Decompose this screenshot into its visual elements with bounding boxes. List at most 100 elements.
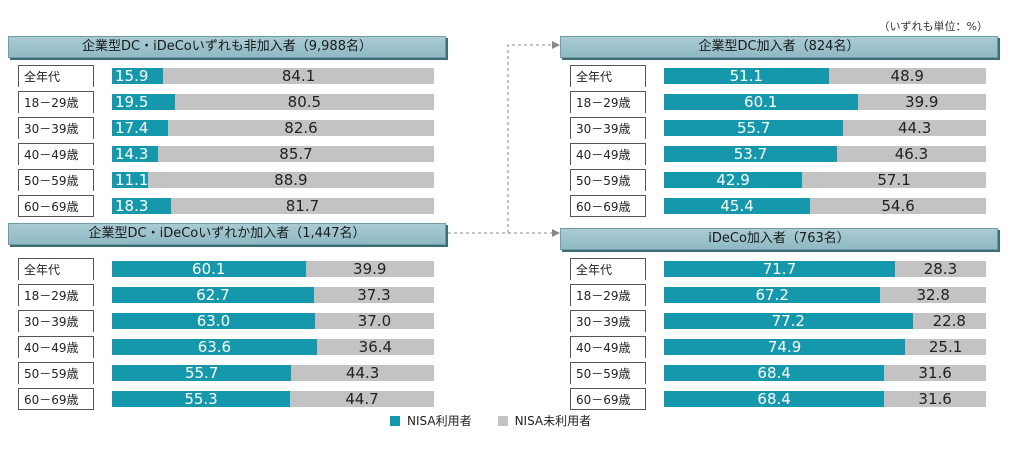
bar-row: 30－39歳 63.0 37.0	[18, 310, 438, 332]
category-label: 全年代	[570, 258, 646, 280]
data-label-nisa-nonuser: 46.3	[894, 145, 929, 163]
bar-nisa-user	[664, 339, 906, 355]
data-label-nisa-nonuser: 39.9	[353, 260, 387, 278]
bar-nisa-user	[112, 261, 306, 277]
data-label-nisa-nonuser: 44.3	[345, 364, 380, 382]
bar-nisa-user	[112, 313, 315, 329]
bar-row: 全年代 51.1 48.9	[570, 65, 990, 87]
bar-nisa-user	[664, 391, 885, 407]
bar-nisa-nonuser: 71.7 28.3	[664, 261, 986, 277]
chart-panel-either-member: 全年代 60.1 39.9 18－29歳 62.7 37.3 30－39歳 63.0 37.0 4…	[18, 258, 438, 410]
data-label-nisa-user: 45.4	[720, 197, 754, 215]
data-label-nisa-user: 77.2	[771, 312, 805, 330]
bar-nisa-nonuser: 51.1 48.9	[664, 68, 986, 84]
category-label: 40－49歳	[570, 143, 646, 165]
data-label-nisa-nonuser: 36.4	[358, 338, 393, 356]
bar-nisa-user	[664, 120, 844, 136]
category-label: 全年代	[18, 65, 94, 87]
bar-row: 40－49歳 63.6 36.4	[18, 336, 438, 358]
bar-row: 30－39歳 17.4 82.6	[18, 117, 438, 139]
category-label: 30－39歳	[570, 117, 646, 139]
legend-swatch-nisa-user	[390, 415, 400, 426]
legend-swatch-nisa-nonuser	[497, 415, 508, 426]
bar-nisa-nonuser: 60.1 39.9	[112, 261, 434, 277]
bar-nisa-nonuser: 63.0 37.0	[112, 313, 434, 329]
bar-row: 全年代 15.9 84.1	[18, 65, 438, 87]
data-label-nisa-user: 14.3	[115, 145, 149, 163]
bar-nisa-user	[664, 365, 885, 381]
data-label-nisa-nonuser: 37.0	[357, 312, 392, 330]
bar-row: 50－59歳 42.9 57.1	[570, 169, 990, 191]
bar-nisa-user	[112, 287, 314, 303]
bar-nisa-nonuser: 42.9 57.1	[664, 172, 986, 188]
bar-nisa-nonuser: 74.9 25.1	[664, 339, 986, 355]
bar-row: 40－49歳 53.7 46.3	[570, 143, 990, 165]
bar-nisa-user	[664, 313, 913, 329]
bar-row: 30－39歳 77.2 22.8	[570, 310, 990, 332]
bar-nisa-nonuser: 68.4 31.6	[664, 391, 986, 407]
bar-row: 60－69歳 45.4 54.6	[570, 195, 990, 217]
category-label: 18－29歳	[18, 91, 94, 113]
bar-row: 18－29歳 60.1 39.9	[570, 91, 990, 113]
bar-nisa-user	[112, 68, 164, 84]
data-label-nisa-user: 63.6	[197, 338, 232, 356]
category-label: 50－59歳	[570, 169, 646, 191]
bar-nisa-nonuser: 63.6 36.4	[112, 339, 434, 355]
bar-nisa-nonuser: 18.3 81.7	[112, 198, 434, 214]
bar-nisa-user	[664, 198, 811, 214]
data-label-nisa-user: 68.4	[757, 364, 791, 382]
bar-nisa-user	[112, 339, 317, 355]
data-label-nisa-nonuser: 84.1	[281, 67, 316, 85]
bar-nisa-nonuser: 77.2 22.8	[664, 313, 986, 329]
bar-row: 50－59歳 55.7 44.3	[18, 362, 438, 384]
chart-panel-dc-member: 全年代 51.1 48.9 18－29歳 60.1 39.9 30－39歳 55.7 44.3 4…	[570, 65, 990, 217]
bar-row: 60－69歳 18.3 81.7	[18, 195, 438, 217]
category-label: 18－29歳	[570, 284, 646, 306]
bar-nisa-nonuser: 15.9 84.1	[112, 68, 434, 84]
category-label: 60－69歳	[18, 388, 94, 410]
chart-panel-non-member: 全年代 15.9 84.1 18－29歳 19.5 80.5 30－39歳 17.4 82.6 4…	[18, 65, 438, 217]
category-label: 全年代	[570, 65, 646, 87]
bar-nisa-nonuser: 19.5 80.5	[112, 94, 434, 110]
data-label-nisa-nonuser: 31.6	[918, 364, 952, 382]
data-label-nisa-user: 60.1	[192, 260, 226, 278]
data-label-nisa-user: 17.4	[115, 119, 149, 137]
category-label: 50－59歳	[570, 362, 646, 384]
bar-nisa-nonuser: 17.4 82.6	[112, 120, 434, 136]
category-label: 60－69歳	[570, 388, 646, 410]
bar-nisa-nonuser: 60.1 39.9	[664, 94, 986, 110]
bar-row: 60－69歳 68.4 31.6	[570, 388, 990, 410]
bar-row: 18－29歳 62.7 37.3	[18, 284, 438, 306]
data-label-nisa-user: 18.3	[115, 197, 149, 215]
bar-nisa-user	[664, 146, 837, 162]
category-label: 40－49歳	[18, 143, 94, 165]
data-label-nisa-nonuser: 44.3	[897, 119, 932, 137]
bar-nisa-nonuser: 55.7 44.3	[112, 365, 434, 381]
data-label-nisa-user: 15.9	[115, 67, 149, 85]
bar-nisa-nonuser: 55.3 44.7	[112, 391, 434, 407]
bar-nisa-nonuser: 68.4 31.6	[664, 365, 986, 381]
category-label: 18－29歳	[18, 284, 94, 306]
category-label: 60－69歳	[570, 195, 646, 217]
chart-title-either-member: 企業型DC・iDeCoいずれか加入者（1,447名）	[8, 223, 446, 245]
legend-item-nisa-user: NISA利用者	[390, 412, 472, 429]
data-label-nisa-user: 55.7	[184, 364, 219, 382]
category-label: 18－29歳	[570, 91, 646, 113]
bar-row: 40－49歳 14.3 85.7	[18, 143, 438, 165]
bar-nisa-user	[112, 198, 171, 214]
bar-nisa-nonuser: 45.4 54.6	[664, 198, 986, 214]
data-label-nisa-nonuser: 48.9	[890, 67, 924, 85]
bar-nisa-nonuser: 62.7 37.3	[112, 287, 434, 303]
bar-row: 30－39歳 55.7 44.3	[570, 117, 990, 139]
data-label-nisa-user: 19.5	[115, 93, 149, 111]
data-label-nisa-nonuser: 80.5	[287, 93, 322, 111]
data-label-nisa-user: 42.9	[716, 171, 750, 189]
data-label-nisa-user: 74.9	[767, 338, 802, 356]
bar-nisa-nonuser: 53.7 46.3	[664, 146, 986, 162]
bar-nisa-user	[112, 94, 175, 110]
bar-nisa-nonuser: 67.2 32.8	[664, 287, 986, 303]
bar-row: 50－59歳 11.1 88.9	[18, 169, 438, 191]
data-label-nisa-nonuser: 57.1	[877, 171, 911, 189]
bar-row: 全年代 71.7 28.3	[570, 258, 990, 280]
